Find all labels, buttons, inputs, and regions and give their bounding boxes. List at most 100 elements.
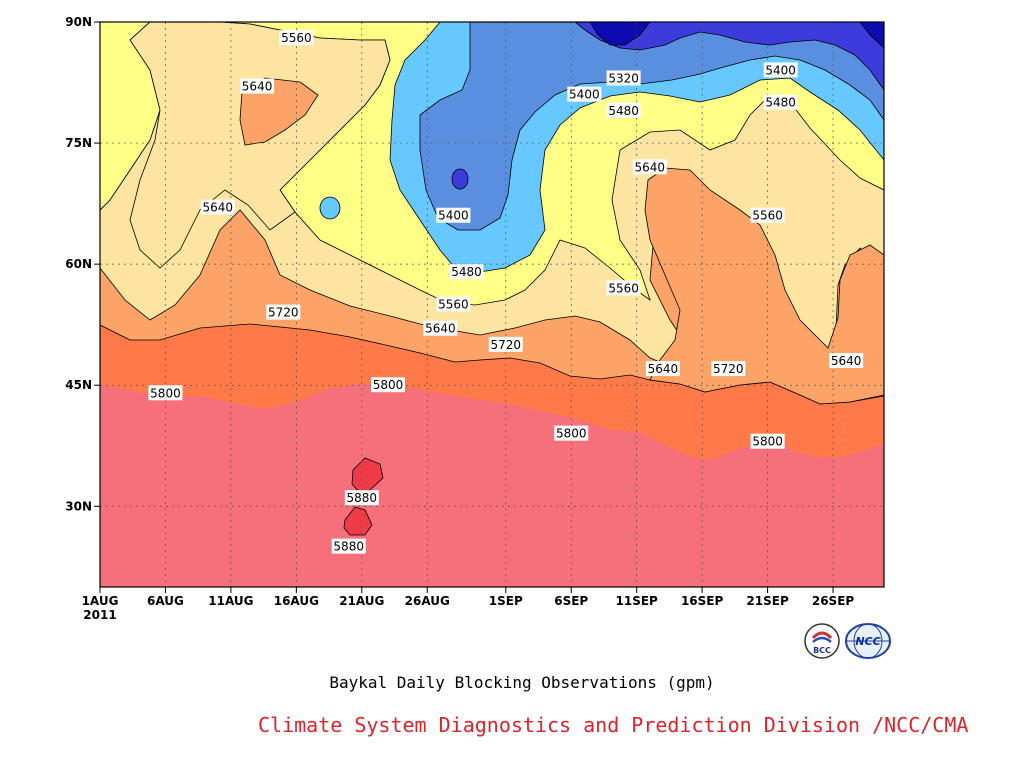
contour-label: 5560: [606, 280, 641, 296]
contour-label-text: 5560: [752, 209, 783, 223]
x-tick-label: 1AUG: [82, 594, 119, 608]
contour-label: 5400: [436, 207, 471, 223]
contour-label: 5800: [148, 385, 183, 401]
fill-5640-5720-top: [129, 22, 391, 269]
contour-label-text: 5320: [608, 72, 639, 86]
x-tick-label: 26SEP: [812, 594, 855, 608]
contour-label-bg: [488, 336, 523, 352]
contour-label-text: 5480: [765, 96, 796, 110]
contour-label-text: 5800: [556, 427, 587, 441]
contour-label-bg: [436, 207, 471, 223]
contour-label-bg: [829, 353, 864, 368]
contour-label: 5560: [279, 30, 314, 46]
fill-max-lower: [343, 506, 373, 536]
credit-line: Climate System Diagnostics and Predictio…: [258, 713, 969, 737]
contour-label: 5320: [606, 70, 641, 86]
contour-label-text: 5640: [242, 80, 273, 94]
fill-5320-5400-small: [451, 168, 469, 190]
contour-label-text: 5720: [713, 362, 744, 376]
contour-label: 5720: [266, 304, 301, 320]
contour-label-text: 5720: [491, 338, 522, 352]
contour-label-text: 5400: [569, 88, 600, 102]
contour-label-text: 5800: [752, 435, 783, 449]
contour-label-bg: [750, 207, 785, 223]
contour-label-bg: [436, 296, 471, 312]
contour-label: 5480: [606, 102, 641, 118]
contour-label-text: 5400: [438, 209, 469, 223]
contour-label-text: 5560: [281, 31, 312, 45]
contour-label-bg: [266, 304, 301, 320]
contour-label-bg: [240, 78, 275, 94]
x-tick-label: 26AUG: [405, 594, 450, 608]
x-year-label: 2011: [83, 608, 116, 622]
fill-below-5320: [589, 22, 651, 46]
y-tick-label: 75N: [65, 136, 92, 150]
contour-label-bg: [750, 433, 785, 449]
contour-label-bg: [606, 102, 641, 118]
contour-label-bg: [279, 30, 314, 46]
contour-label: 5720: [711, 361, 746, 377]
plot-frame: [99, 21, 885, 588]
x-tick-label: 1SEP: [489, 594, 523, 608]
contour-label: 5640: [200, 199, 235, 215]
contour-label: 5400: [567, 86, 602, 102]
contour-label-text: 5640: [203, 201, 234, 215]
x-tick-label: 6SEP: [554, 594, 588, 608]
contour-label-bg: [370, 377, 405, 393]
contour-label-text: 5640: [831, 354, 862, 368]
contour-label-bg: [554, 425, 589, 441]
fill-5480-5560-small: [319, 196, 341, 220]
contour-label-bg: [200, 199, 235, 215]
fill-below-5320-corner: [859, 22, 884, 49]
contour-label-bg: [763, 94, 798, 110]
x-tick-label: 11AUG: [208, 594, 253, 608]
contour-labels: 5560 5640 5640 5720 5800 5800 5880 5880 5400 5480…: [148, 30, 864, 554]
bcc-logo-icon: BCC: [803, 622, 841, 660]
contour-label-bg: [711, 361, 746, 377]
y-tick-label: 60N: [65, 257, 92, 271]
contour-label-text: 5560: [608, 281, 639, 295]
chart-title: Baykal Daily Blocking Observations (gpm): [329, 673, 715, 692]
contour-label: 5640: [423, 320, 458, 336]
fill-5320-5400: [574, 22, 884, 91]
y-tick-label: 30N: [65, 499, 92, 513]
contour-label-bg: [449, 264, 484, 280]
contour-label: 5640: [645, 361, 680, 377]
contour-label-text: 5560: [438, 298, 469, 312]
x-tick-label: 16AUG: [274, 594, 319, 608]
contour-label: 5800: [750, 433, 785, 449]
contour-label: 5720: [488, 336, 523, 352]
contour-label-text: 5880: [347, 491, 378, 505]
contour-label: 5800: [554, 425, 589, 441]
contour-label-bg: [423, 320, 458, 336]
contour-label-bg: [606, 280, 641, 296]
y-tick-label: 90N: [65, 15, 92, 29]
x-tick-label: 21AUG: [339, 594, 384, 608]
contour-label: 5880: [331, 538, 366, 554]
contour-label: 5480: [763, 94, 798, 110]
x-tick-label: 6AUG: [147, 594, 184, 608]
contour-label-text: 5480: [608, 104, 639, 118]
x-tick-label: 21SEP: [746, 594, 789, 608]
y-tick-label: 45N: [65, 378, 92, 392]
grid: [100, 22, 884, 587]
contour-label-bg: [331, 538, 366, 554]
fill-5400-5480: [419, 22, 884, 231]
contour-label-bg: [344, 490, 379, 506]
fill-max-upper: [351, 457, 384, 494]
ncc-logo-label: NCC: [855, 635, 880, 648]
contour-label-text: 5400: [765, 63, 796, 77]
contour-label: 5560: [750, 207, 785, 223]
contour-label-text: 5880: [333, 540, 364, 554]
contour-label-text: 5640: [425, 322, 456, 336]
contour-label-text: 5800: [150, 386, 181, 400]
contour-label: 5880: [344, 490, 379, 506]
contour-label: 5640: [829, 353, 864, 368]
contour-label: 5480: [449, 264, 484, 280]
fill-5720-5800-right: [644, 167, 884, 405]
contour-label-bg: [148, 385, 183, 401]
contour-label-bg: [567, 86, 602, 102]
x-tick-label: 16SEP: [681, 594, 724, 608]
contour-label-bg: [606, 70, 641, 86]
